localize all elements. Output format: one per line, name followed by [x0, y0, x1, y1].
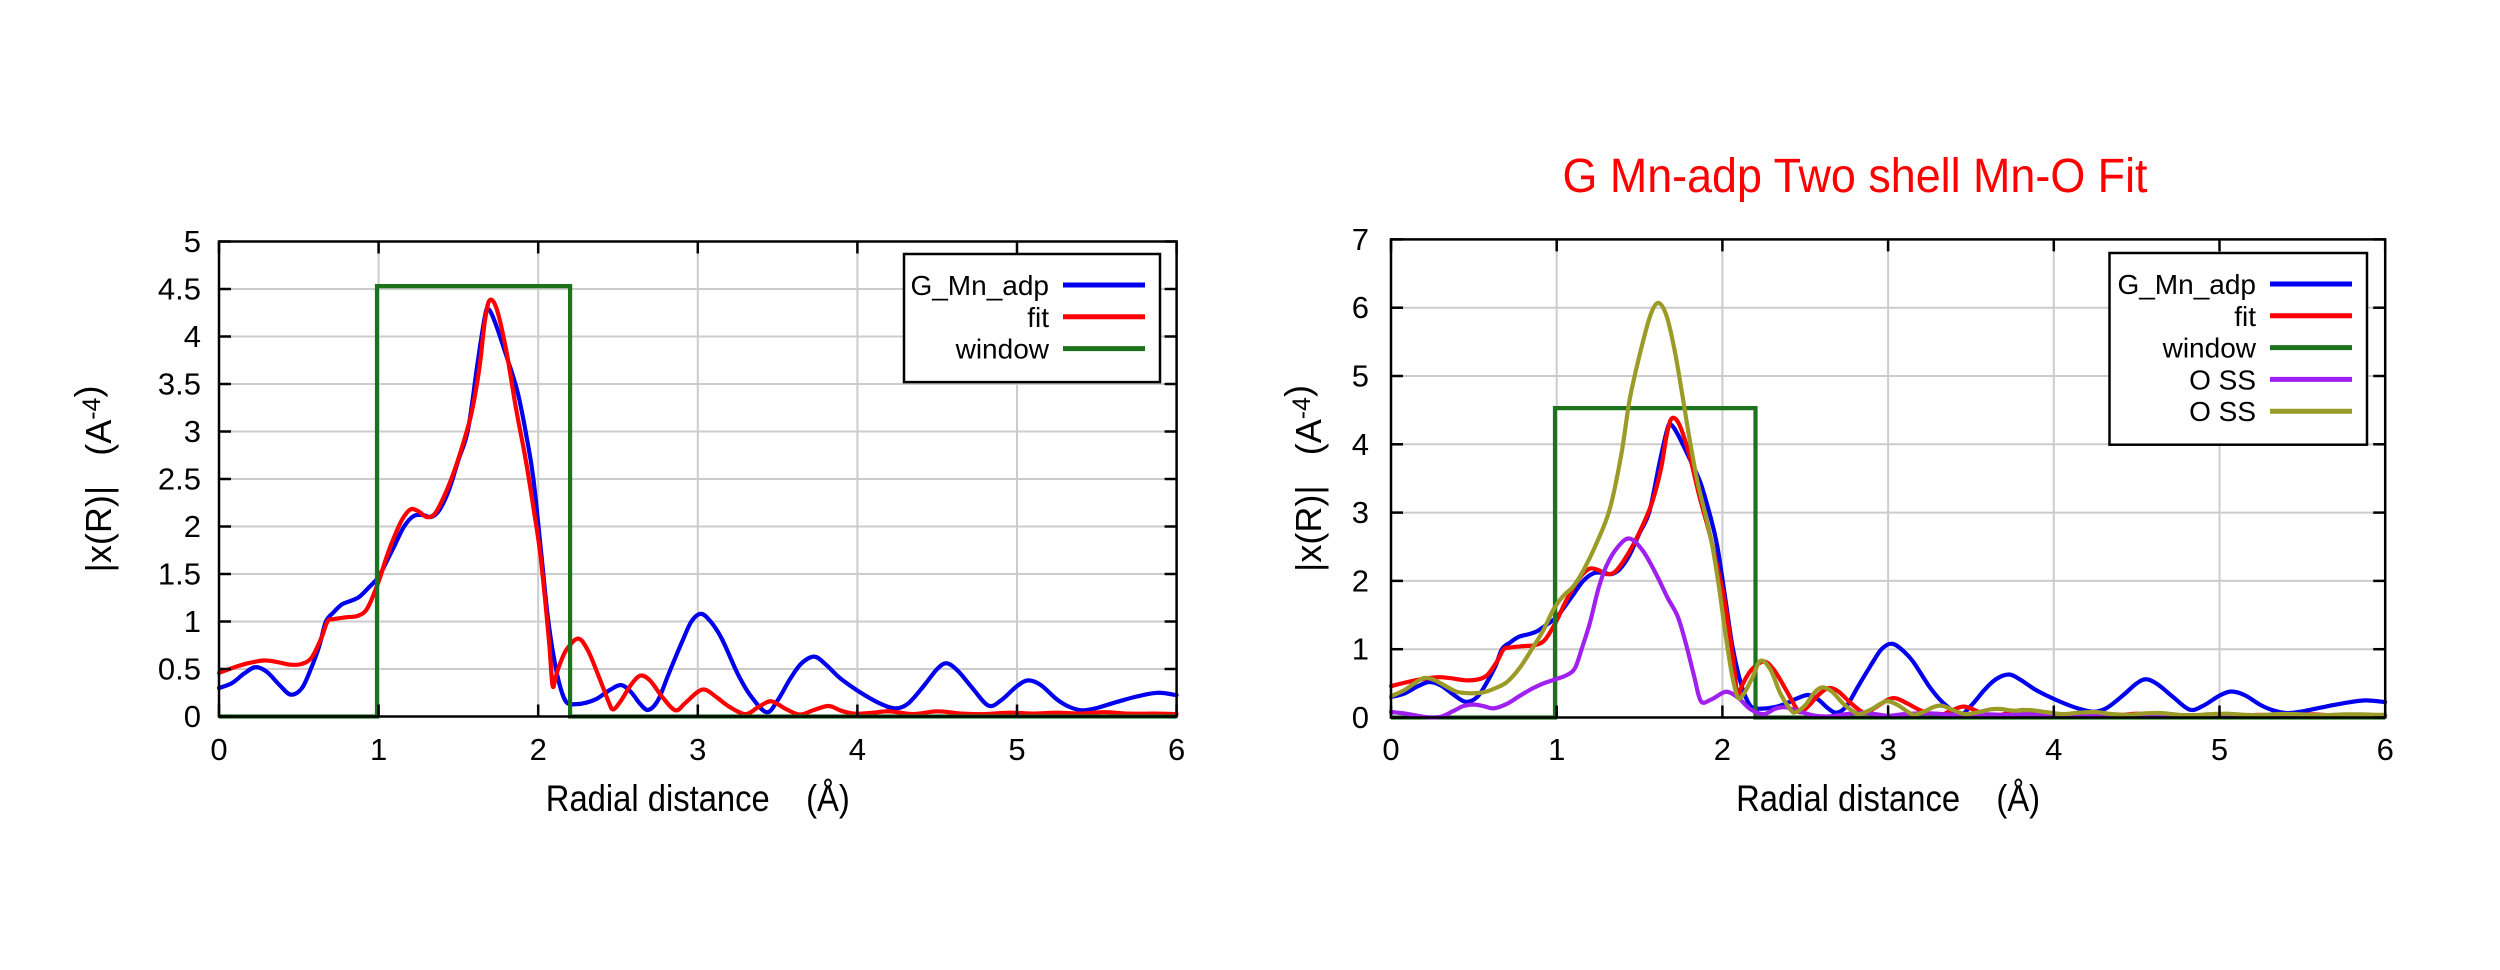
svg-text:0: 0 — [1352, 700, 1369, 735]
svg-text:O SS: O SS — [2189, 364, 2256, 395]
svg-text:6: 6 — [2377, 732, 2394, 767]
svg-text:0: 0 — [210, 732, 227, 767]
svg-text:5: 5 — [2211, 732, 2228, 767]
svg-text:2: 2 — [1714, 732, 1731, 767]
svg-text:fit: fit — [2234, 301, 2256, 332]
svg-text:4: 4 — [2045, 732, 2062, 767]
svg-text:0: 0 — [1382, 732, 1399, 767]
svg-text:4.5: 4.5 — [158, 272, 201, 307]
svg-text:5: 5 — [1352, 359, 1369, 394]
svg-text:3: 3 — [184, 414, 201, 449]
svg-text:2: 2 — [184, 509, 201, 544]
svg-text:1: 1 — [1352, 632, 1369, 667]
svg-text:3: 3 — [1879, 732, 1896, 767]
svg-text:O SS: O SS — [2189, 396, 2256, 427]
svg-text:0: 0 — [184, 699, 201, 734]
svg-text:4: 4 — [1352, 427, 1369, 462]
svg-text:Radial distance (Å): Radial distance (Å) — [1736, 778, 2040, 819]
svg-text:window: window — [2162, 333, 2257, 364]
svg-text:4: 4 — [184, 319, 201, 354]
svg-text:G_Mn_adp: G_Mn_adp — [910, 270, 1049, 301]
svg-text:5: 5 — [1008, 732, 1025, 767]
svg-text:1: 1 — [184, 604, 201, 639]
svg-text:4: 4 — [849, 732, 866, 767]
svg-text:2.5: 2.5 — [158, 462, 201, 497]
svg-text:3: 3 — [1352, 495, 1369, 530]
svg-text:6: 6 — [1352, 290, 1369, 325]
svg-text:3.5: 3.5 — [158, 367, 201, 402]
svg-text:window: window — [955, 334, 1050, 365]
svg-text:2: 2 — [1352, 563, 1369, 598]
svg-text:3: 3 — [689, 732, 706, 767]
svg-text:fit: fit — [1027, 302, 1049, 333]
svg-text:Radial distance (Å): Radial distance (Å) — [546, 778, 850, 819]
svg-text:2: 2 — [530, 732, 547, 767]
svg-text:6: 6 — [1168, 732, 1185, 767]
svg-text:1: 1 — [370, 732, 387, 767]
svg-text:1: 1 — [1548, 732, 1565, 767]
svg-text:1.5: 1.5 — [158, 557, 201, 592]
svg-text:7: 7 — [1352, 222, 1369, 257]
svg-text:0.5: 0.5 — [158, 652, 201, 687]
svg-text:G_Mn_adp: G_Mn_adp — [2117, 269, 2256, 300]
svg-text:G Mn-adp Two shell Mn-O Fit: G Mn-adp Two shell Mn-O Fit — [1563, 150, 2148, 203]
svg-text:5: 5 — [184, 224, 201, 259]
